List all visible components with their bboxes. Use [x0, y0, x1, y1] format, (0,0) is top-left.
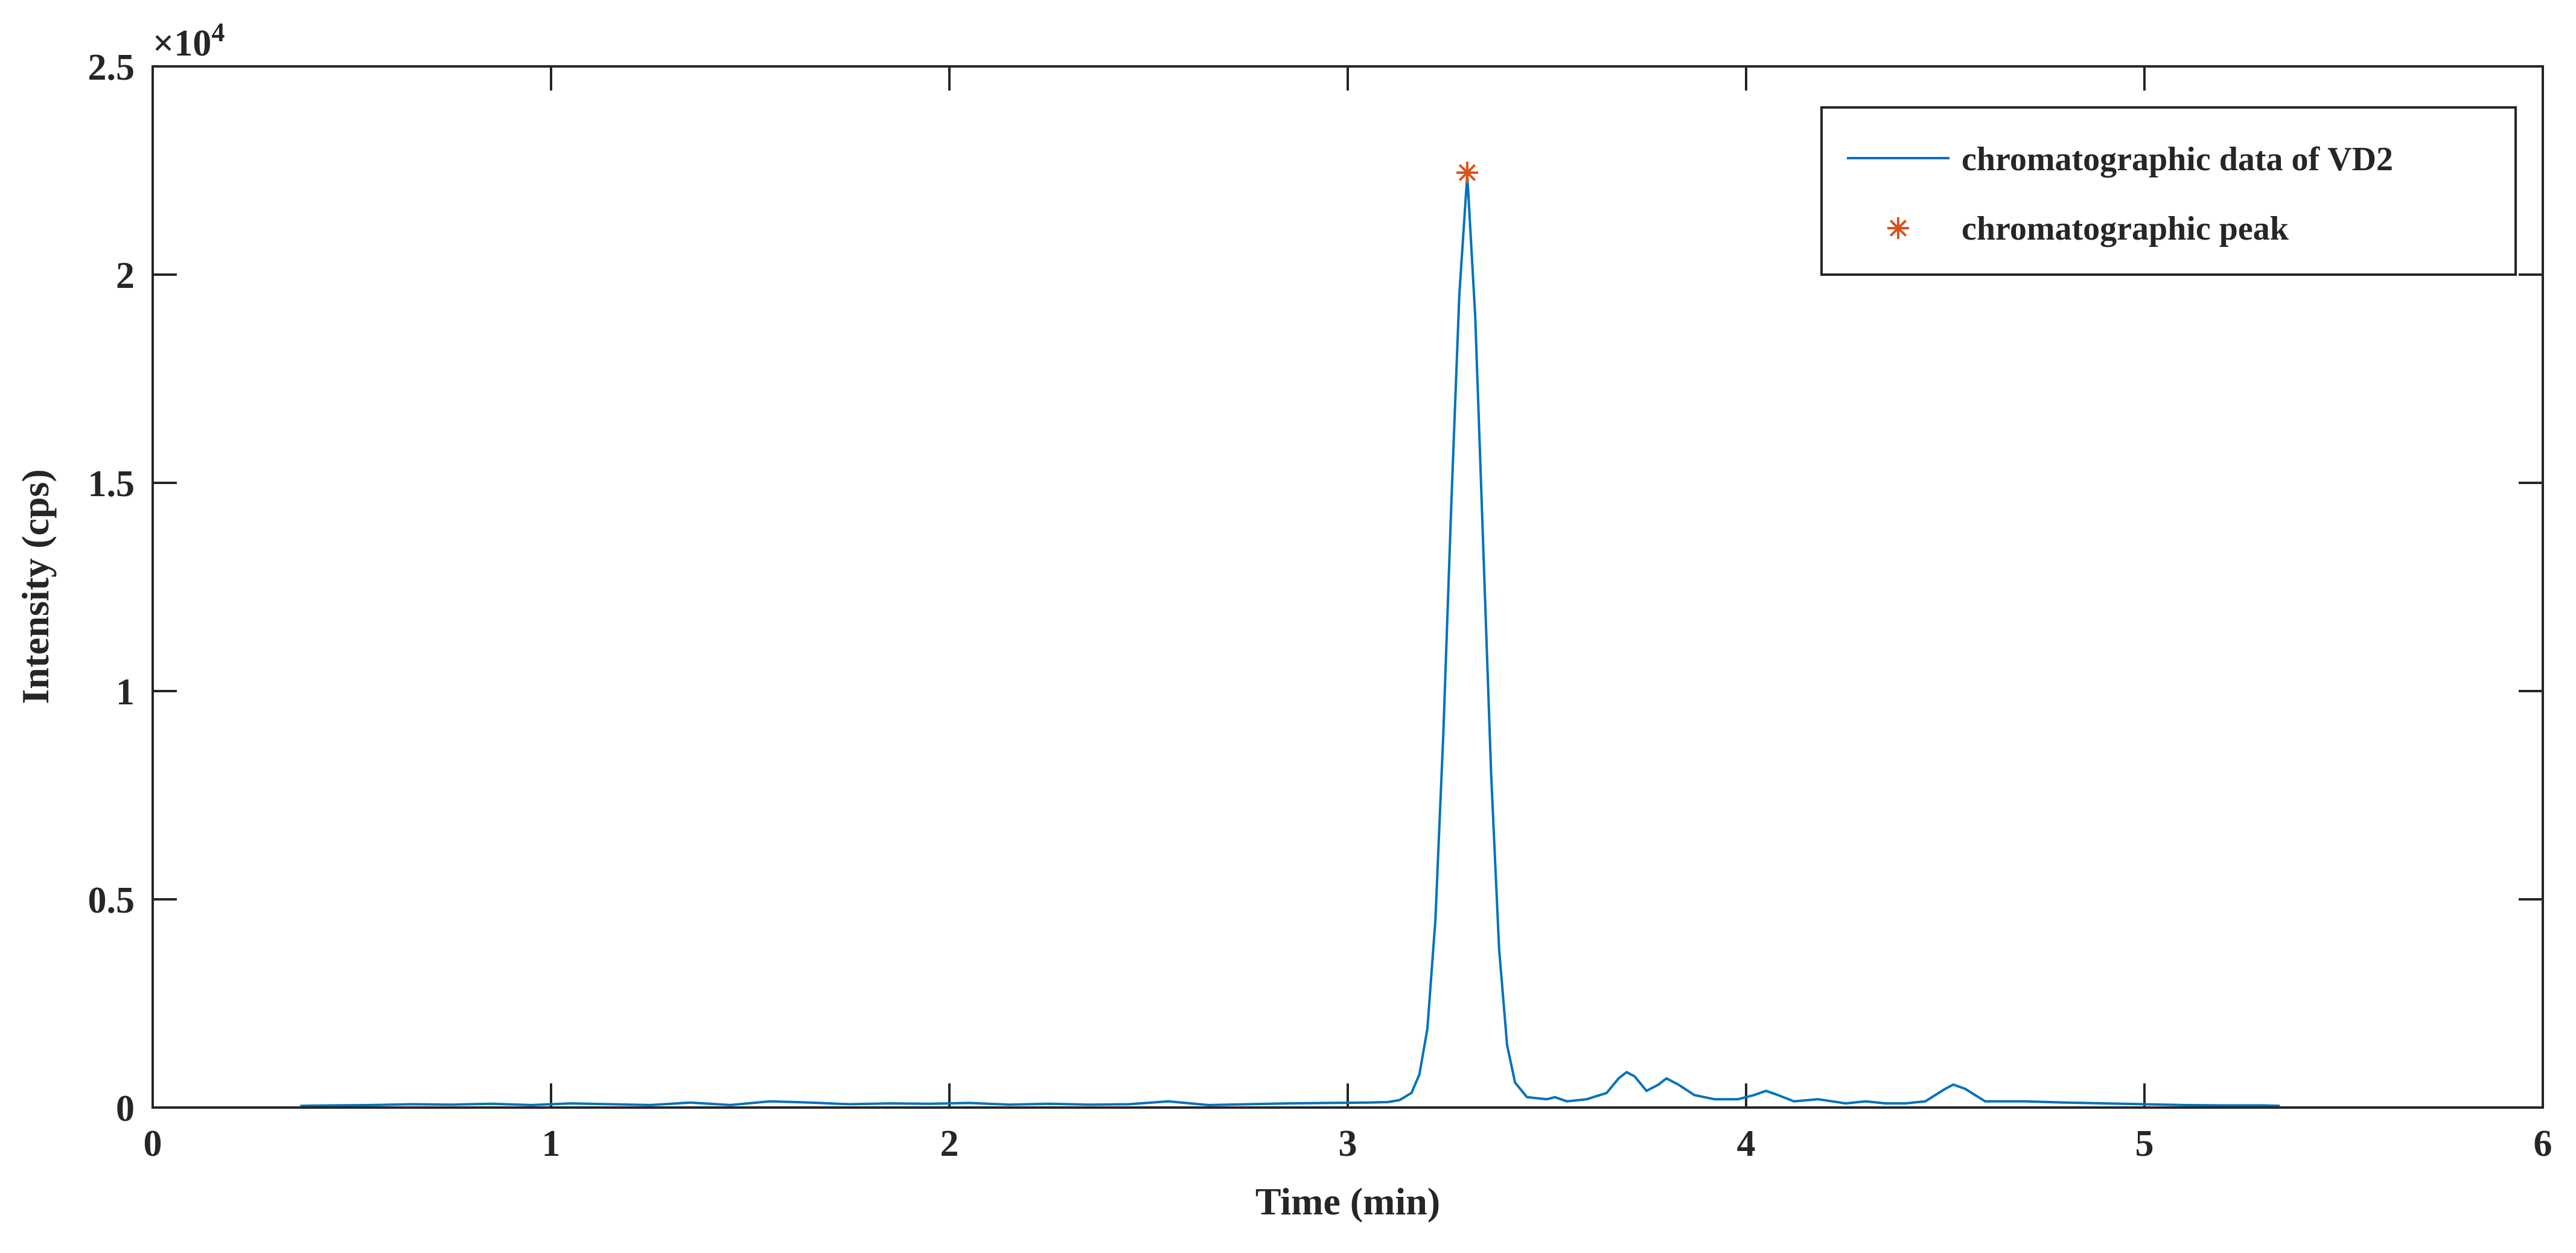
x-tick-label: 2 — [940, 1123, 959, 1164]
legend-marker-swatch — [1887, 217, 1909, 239]
x-axis-label: Time (min) — [1255, 1180, 1440, 1223]
y-axis-label: Intensity (cps) — [14, 469, 57, 704]
y-exponent-power: 4 — [211, 18, 225, 47]
x-tick-label: 6 — [2534, 1123, 2552, 1164]
legend-label-marker: chromatographic peak — [1962, 210, 2289, 247]
peak-marker — [1456, 161, 1478, 183]
y-tick-label: 2.5 — [88, 47, 135, 88]
y-tick-label: 2 — [116, 255, 135, 296]
y-tick-label: 1.5 — [88, 464, 135, 505]
series-layer — [300, 161, 2280, 1108]
star-stroke — [1458, 164, 1476, 182]
y-exponent-base: ×10 — [153, 23, 211, 64]
plot-frame — [151, 65, 2544, 1109]
y-exponent-label: ×104 — [153, 18, 225, 64]
star-stroke — [1889, 219, 1907, 237]
x-axis-ticks: 0 1 2 3 4 5 6 — [144, 66, 2552, 1164]
y-tick-label: 0 — [116, 1088, 135, 1129]
y-tick-label: 1 — [116, 672, 135, 713]
y-axis-ticks: 0 0.5 1 1.5 2 2.5 — [88, 47, 2543, 1129]
x-tick-label: 5 — [2135, 1123, 2154, 1164]
legend-box — [1820, 106, 2517, 276]
legend: chromatographic data of VD2 chromatograp… — [1820, 106, 2517, 276]
x-tick-label: 3 — [1339, 1123, 1357, 1164]
series-line-vd2 — [300, 173, 2280, 1108]
y-tick-label: 0.5 — [88, 880, 135, 921]
legend-label-line: chromatographic data of VD2 — [1962, 141, 2393, 178]
legend-star — [1887, 217, 1909, 239]
x-tick-label: 4 — [1737, 1123, 1756, 1164]
x-tick-label: 0 — [144, 1123, 162, 1164]
x-tick-label: 1 — [542, 1123, 561, 1164]
